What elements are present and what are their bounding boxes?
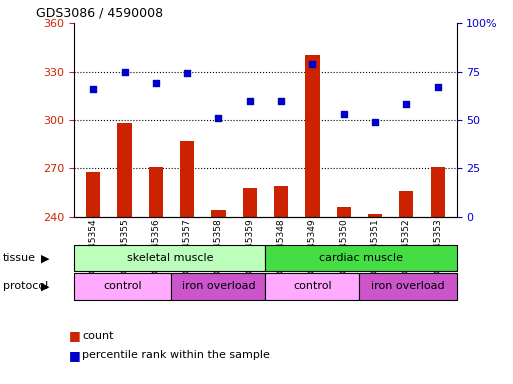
Text: control: control [104,281,142,291]
Text: ▶: ▶ [41,281,49,291]
Text: tissue: tissue [3,253,35,263]
Bar [305,55,320,217]
Text: ▶: ▶ [41,253,49,263]
Point [433,84,442,90]
Bar [117,123,131,217]
Point [371,119,379,125]
Text: cardiac muscle: cardiac muscle [319,253,403,263]
Bar [431,167,445,217]
Text: GDS3086 / 4590008: GDS3086 / 4590008 [36,6,163,19]
Bar [86,172,100,217]
Bar [243,188,257,217]
Point [340,111,348,117]
Bar [337,207,351,217]
Text: percentile rank within the sample: percentile rank within the sample [82,350,270,360]
Bar [180,141,194,217]
Point [183,70,191,76]
Bar [400,191,413,217]
Text: ■: ■ [69,329,81,343]
Point [246,98,254,104]
Bar [211,210,226,217]
Text: ■: ■ [69,349,81,362]
Point [89,86,97,92]
Point [277,98,285,104]
Text: skeletal muscle: skeletal muscle [127,253,213,263]
Text: iron overload: iron overload [182,281,255,291]
Point [402,101,410,108]
Bar [149,167,163,217]
Point [308,61,317,67]
Text: protocol: protocol [3,281,48,291]
Point [152,80,160,86]
Text: control: control [293,281,332,291]
Point [121,68,129,74]
Bar [368,214,382,217]
Point [214,115,223,121]
Text: count: count [82,331,113,341]
Bar [274,186,288,217]
Text: iron overload: iron overload [371,281,445,291]
